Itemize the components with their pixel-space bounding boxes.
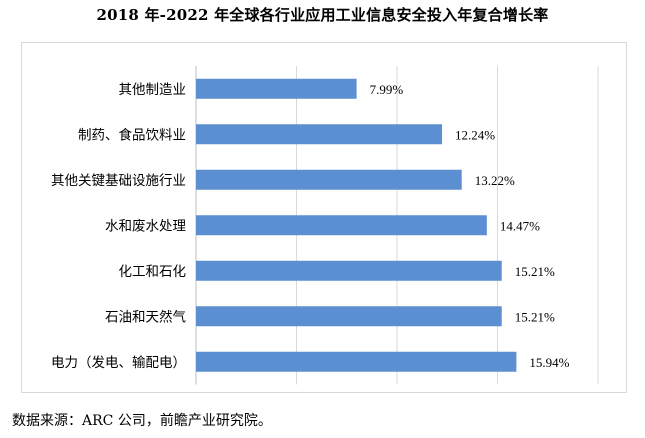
- data-label: 15.94%: [529, 355, 569, 370]
- bar: [196, 215, 487, 236]
- bar: [196, 306, 502, 327]
- data-label: 13.22%: [475, 173, 515, 188]
- category-label: 水和废水处理: [105, 218, 186, 234]
- bar: [196, 169, 462, 190]
- bar: [196, 260, 502, 281]
- category-label: 电力（发电、输配电）: [51, 355, 186, 371]
- bar: [196, 124, 443, 145]
- chart-title: 2018 年-2022 年全球各行业应用工业信息安全投入年复合增长率: [96, 6, 549, 24]
- data-label: 15.21%: [515, 264, 555, 279]
- bar: [196, 78, 357, 99]
- source-note: 数据来源：ARC 公司，前瞻产业研究院。: [12, 413, 272, 429]
- category-label: 制药、食品饮料业: [78, 126, 186, 143]
- data-label: 15.21%: [515, 309, 555, 324]
- data-label: 14.47%: [500, 218, 540, 233]
- category-label: 其他制造业: [119, 82, 187, 98]
- bar: [196, 351, 517, 372]
- category-label: 石油和天然气: [105, 308, 186, 325]
- data-label: 12.24%: [455, 127, 495, 142]
- category-label: 化工和石化: [119, 264, 187, 280]
- category-label: 其他关键基础设施行业: [51, 172, 186, 189]
- data-label: 7.99%: [370, 82, 404, 97]
